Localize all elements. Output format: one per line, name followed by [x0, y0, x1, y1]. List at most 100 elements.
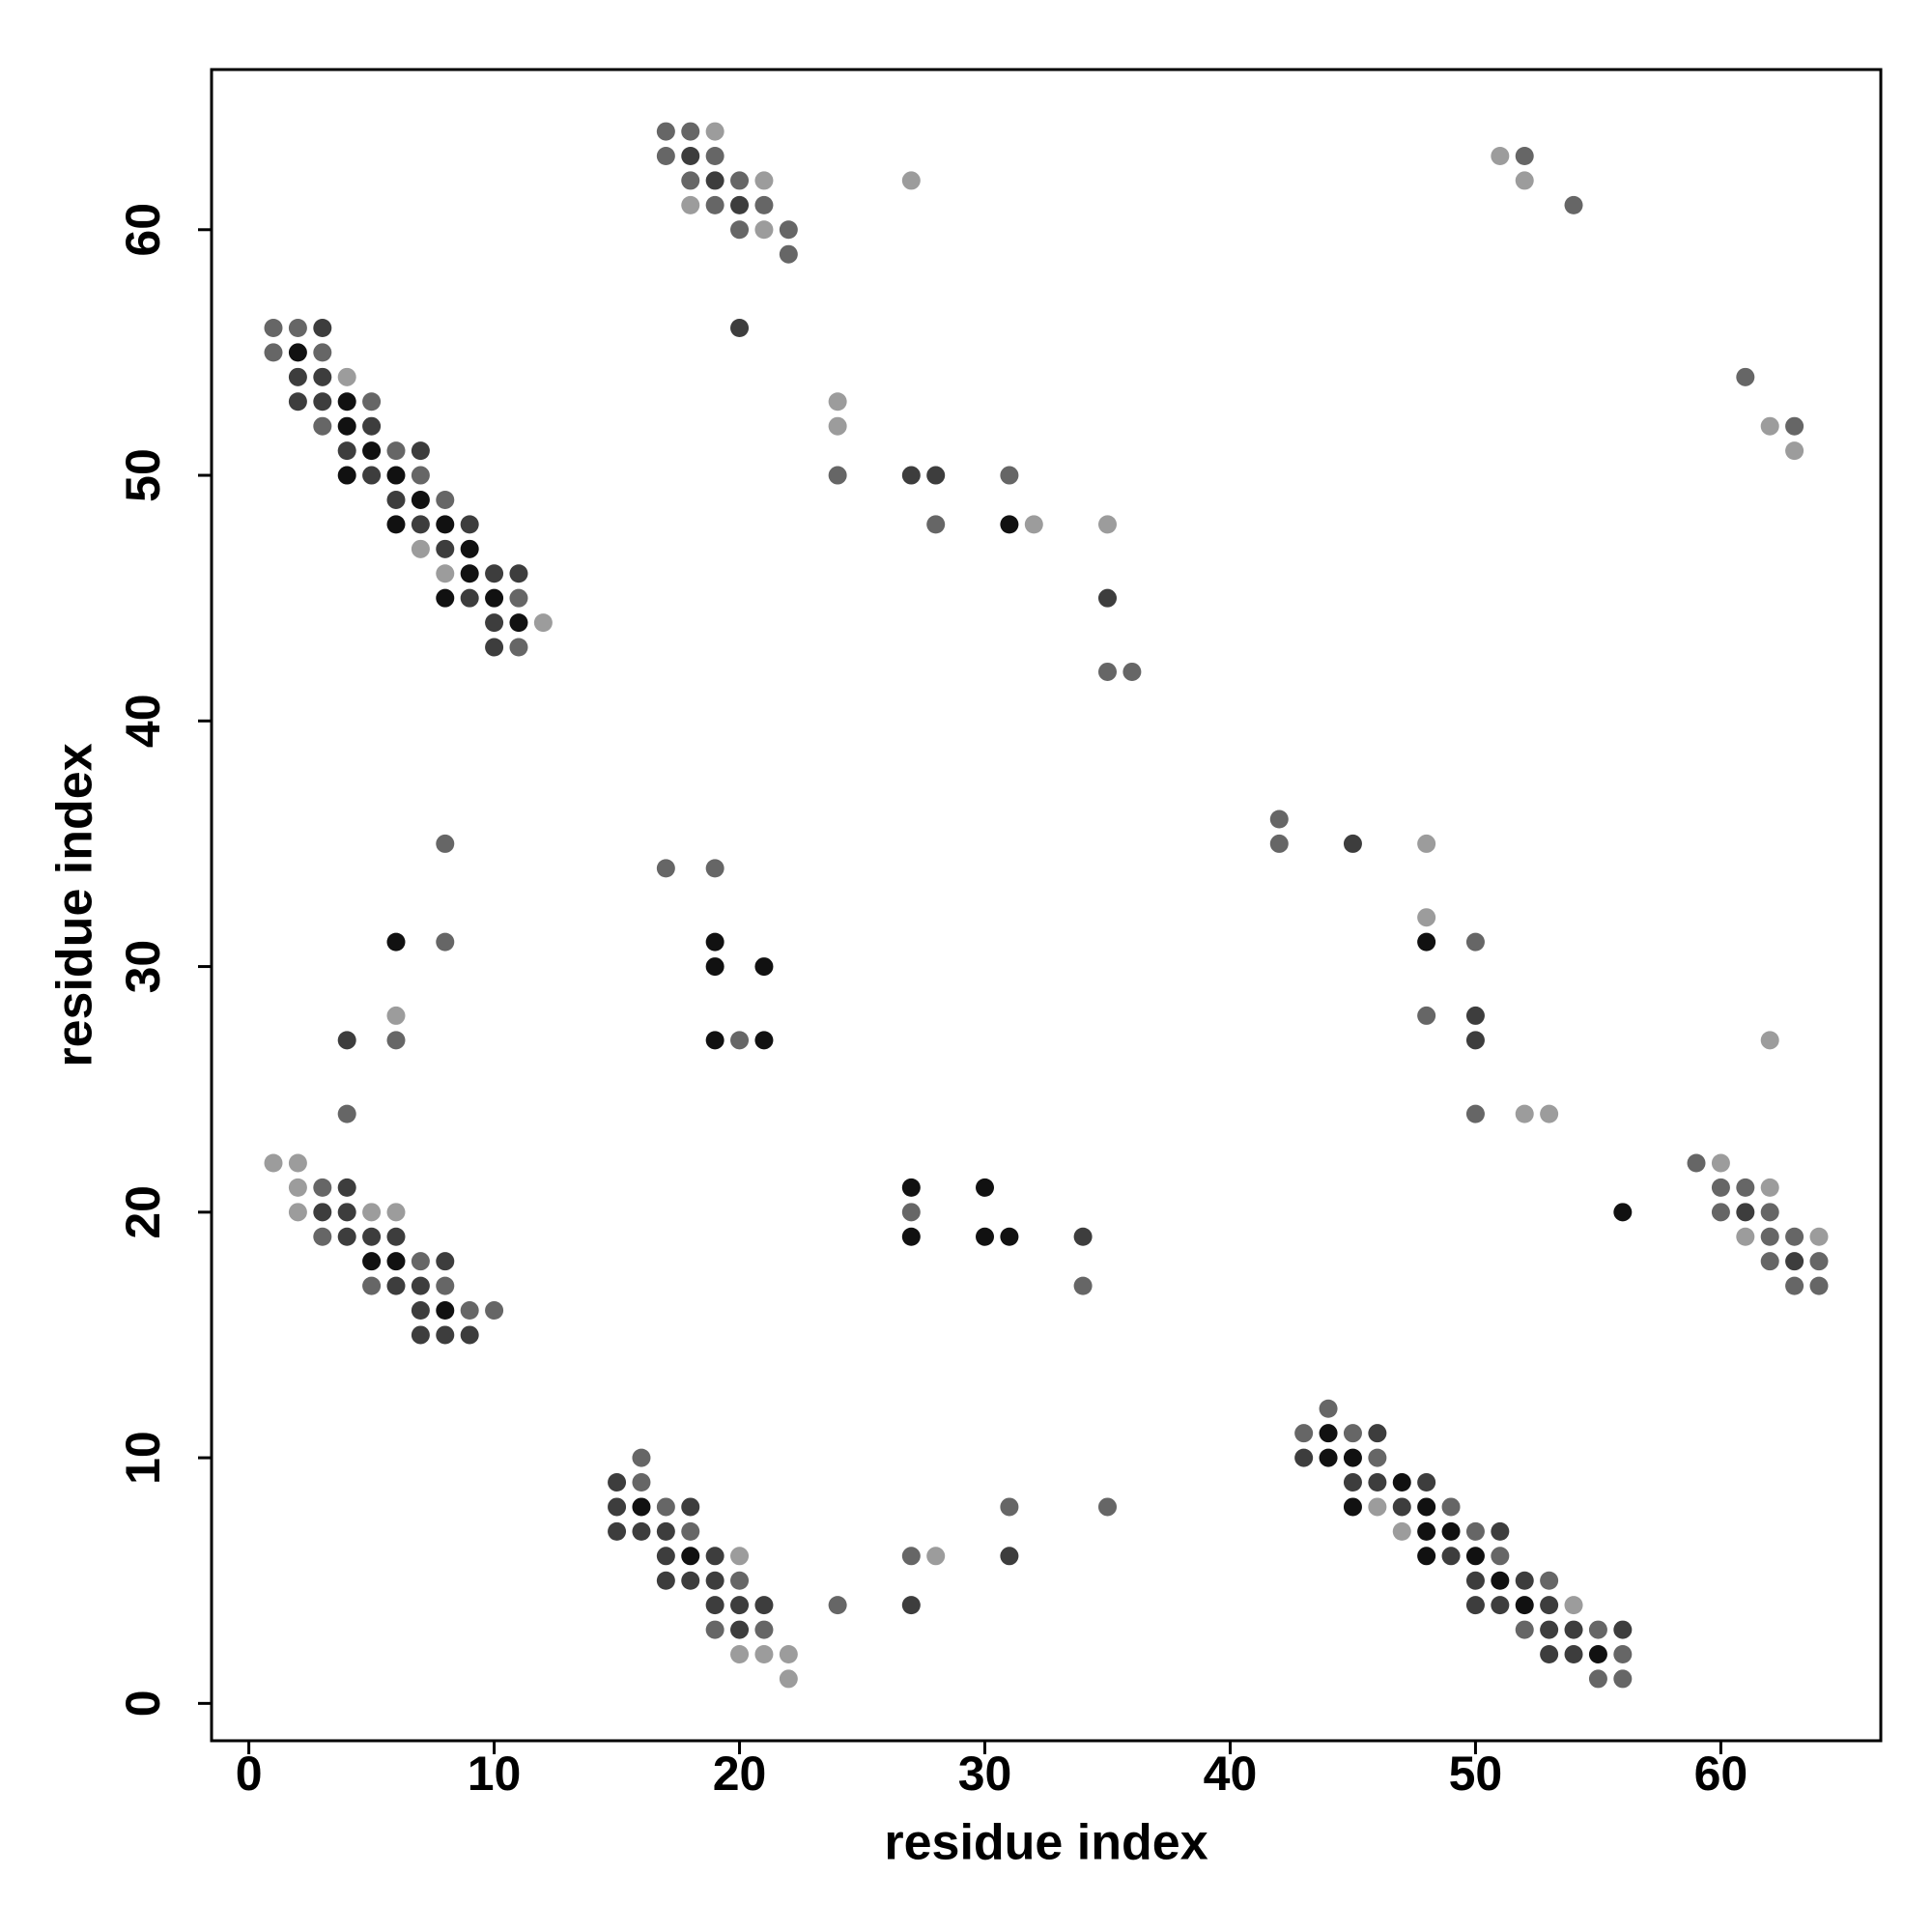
point	[337, 416, 356, 436]
point	[608, 1497, 627, 1517]
point	[681, 1497, 700, 1517]
point	[1319, 1399, 1338, 1418]
point	[1465, 1596, 1485, 1615]
point	[436, 1325, 455, 1345]
point	[1024, 515, 1043, 534]
point	[386, 1203, 406, 1222]
point	[1588, 1644, 1607, 1663]
point	[926, 515, 946, 534]
x-tick-label: 0	[236, 1747, 263, 1801]
point	[608, 1521, 627, 1541]
point	[730, 1547, 750, 1566]
point	[1343, 834, 1362, 853]
point	[1000, 466, 1019, 485]
point	[828, 416, 847, 436]
point	[632, 1473, 651, 1492]
point	[436, 834, 455, 853]
point	[313, 1178, 332, 1197]
point	[1760, 1252, 1779, 1271]
point	[1392, 1497, 1411, 1517]
point	[337, 1031, 356, 1050]
point	[436, 1252, 455, 1271]
point	[828, 1596, 847, 1615]
point	[608, 1473, 627, 1492]
point	[1515, 171, 1534, 190]
point	[901, 1596, 921, 1615]
point	[386, 1276, 406, 1295]
point	[436, 490, 455, 509]
point	[1343, 1473, 1362, 1492]
point	[264, 1153, 283, 1173]
point	[926, 1547, 946, 1566]
point	[1540, 1104, 1559, 1123]
point	[1441, 1521, 1461, 1541]
point	[976, 1178, 995, 1197]
point	[436, 1276, 455, 1295]
point	[730, 1571, 750, 1590]
point	[779, 244, 798, 264]
point	[288, 343, 307, 362]
point	[460, 1301, 479, 1321]
point	[1417, 1006, 1436, 1025]
point	[485, 613, 504, 633]
point	[754, 1644, 774, 1663]
point	[730, 1031, 750, 1050]
point	[436, 932, 455, 952]
point	[485, 1301, 504, 1321]
point	[436, 1301, 455, 1321]
point	[705, 1571, 724, 1590]
point	[386, 932, 406, 952]
point	[681, 147, 700, 166]
point	[288, 1203, 307, 1222]
point	[1269, 810, 1289, 829]
point	[1785, 1276, 1804, 1295]
point	[1711, 1153, 1730, 1173]
point	[386, 1006, 406, 1025]
point	[1711, 1178, 1730, 1197]
point	[754, 957, 774, 977]
point	[386, 490, 406, 509]
point	[362, 441, 382, 461]
point	[411, 1276, 430, 1295]
point	[362, 466, 382, 485]
x-tick-label: 10	[468, 1747, 522, 1801]
point	[362, 416, 382, 436]
point	[411, 1301, 430, 1321]
point	[754, 220, 774, 240]
point	[386, 466, 406, 485]
x-tick-label: 50	[1449, 1747, 1503, 1801]
point	[656, 122, 675, 141]
point	[1540, 1644, 1559, 1663]
point	[533, 613, 553, 633]
point	[1613, 1644, 1633, 1663]
point	[411, 441, 430, 461]
point	[656, 1547, 675, 1566]
point	[1000, 1497, 1019, 1517]
point	[337, 441, 356, 461]
point	[705, 147, 724, 166]
point	[730, 1596, 750, 1615]
point	[1368, 1424, 1387, 1443]
point	[1417, 1547, 1436, 1566]
point	[1760, 1203, 1779, 1222]
point	[681, 1571, 700, 1590]
point	[1540, 1596, 1559, 1615]
point	[1564, 1596, 1583, 1615]
point	[1687, 1153, 1706, 1173]
point	[337, 466, 356, 485]
point	[1097, 515, 1117, 534]
point	[411, 1252, 430, 1271]
point	[705, 1620, 724, 1639]
point	[730, 1620, 750, 1639]
point	[436, 588, 455, 608]
point	[1809, 1227, 1829, 1246]
point	[754, 1620, 774, 1639]
point	[1736, 367, 1755, 386]
point	[362, 1252, 382, 1271]
point	[460, 588, 479, 608]
point	[1613, 1669, 1633, 1689]
point	[1294, 1448, 1314, 1467]
point	[1760, 416, 1779, 436]
point	[1343, 1448, 1362, 1467]
